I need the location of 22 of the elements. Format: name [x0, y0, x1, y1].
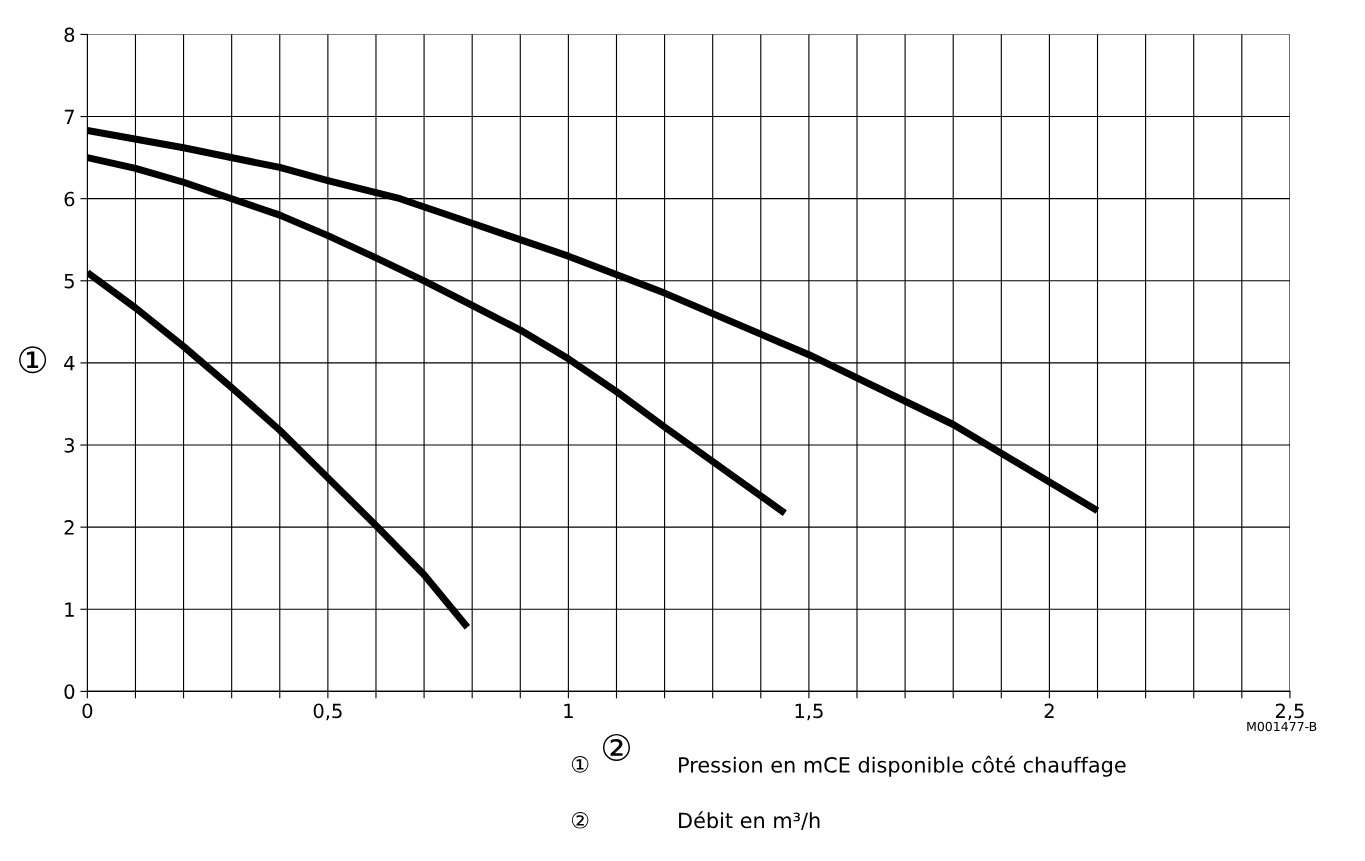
- x-axis-title: ②: [602, 733, 630, 761]
- x-tick-label: 2,5: [1275, 703, 1304, 721]
- y-tick-label: 8: [64, 27, 75, 43]
- y-tick-label: 0: [64, 684, 75, 700]
- y-tick-label: 2: [64, 520, 74, 535]
- y-axis-title: ①: [19, 346, 47, 374]
- y-tick-label: 3: [64, 437, 74, 453]
- y-tick-label: 6: [64, 191, 75, 207]
- y-tick-label: 5: [64, 274, 74, 289]
- text: M001477-B: [1247, 721, 1317, 732]
- x-tick-label: 0,5: [313, 703, 342, 721]
- y-tick-label: 7: [64, 109, 74, 124]
- x-tick-label: 1,5: [795, 703, 823, 721]
- y-tick-label: 1: [65, 602, 74, 617]
- text: Pression en mCE disponible côté chauffage: [679, 755, 1126, 777]
- text: Débit en m³/h: [679, 811, 820, 830]
- text: ②: [571, 811, 589, 829]
- x-tick-label: 1: [564, 703, 573, 718]
- x-tick-label: 2: [1044, 703, 1054, 718]
- y-tick-label: 4: [64, 356, 75, 371]
- text: ①: [571, 756, 589, 773]
- x-tick-label: 0: [82, 703, 93, 719]
